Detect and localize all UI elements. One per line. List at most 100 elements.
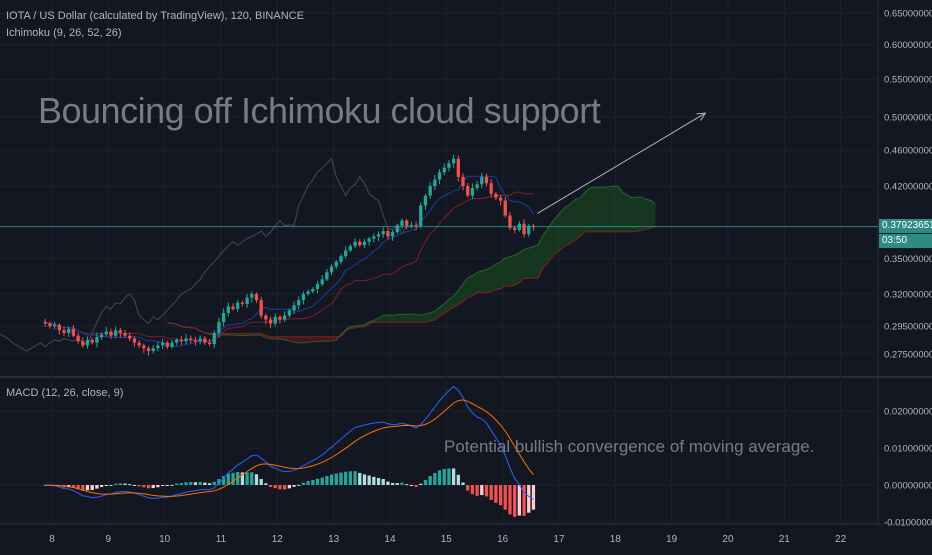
price-axis-label: 0.29500000 — [884, 322, 932, 333]
candle-body — [161, 343, 164, 346]
macd-histogram-bar — [316, 479, 319, 485]
candle-body — [508, 216, 511, 228]
macd-histogram-bar — [161, 485, 164, 486]
candle-body — [485, 177, 488, 184]
candle-body — [180, 340, 183, 341]
macd-histogram-bar — [353, 471, 356, 485]
time-axis-label: 16 — [497, 534, 509, 545]
cloud-segment — [496, 262, 501, 290]
candle-body — [175, 340, 178, 343]
time-axis-label: 10 — [159, 534, 171, 545]
time-axis-label: 11 — [216, 534, 227, 545]
macd-histogram-bar — [452, 468, 455, 485]
candle-body — [278, 317, 281, 320]
time-axis-label: 22 — [835, 534, 847, 545]
candle-body — [353, 242, 356, 246]
macd-histogram-bar — [180, 483, 183, 485]
macd-histogram-bar — [339, 473, 342, 485]
cloud-segment — [641, 197, 646, 230]
price-axis-label: 0.65000000 — [884, 9, 932, 20]
candle-body — [302, 294, 305, 300]
candle-body — [339, 256, 342, 262]
cloud-segment — [519, 250, 524, 283]
macd-histogram-bar — [288, 485, 291, 488]
annotation-macd: Potential bullish convergence of moving … — [444, 437, 814, 457]
candle-body — [91, 340, 94, 343]
cloud-segment — [407, 314, 412, 322]
macd-histogram-bar — [485, 485, 488, 496]
candle-body — [316, 284, 319, 289]
candle-body — [292, 305, 295, 310]
price-axis-label: 0.60000000 — [884, 40, 932, 51]
candle-body — [166, 343, 169, 347]
macd-histogram-bar — [414, 485, 417, 487]
macd-histogram-bar — [518, 485, 521, 516]
cloud-segment — [651, 200, 656, 227]
price-axis-label: 0.55000000 — [884, 75, 932, 86]
time-axis-label: 13 — [328, 534, 340, 545]
time-axis-label: 20 — [722, 534, 734, 545]
macd-histogram-bar — [199, 482, 202, 485]
macd-histogram-bar — [100, 485, 103, 487]
macd-axis-label: 0.02000000 — [884, 407, 932, 418]
macd-histogram-bar — [213, 482, 216, 485]
candle-body — [152, 348, 155, 351]
candle-body — [372, 236, 375, 238]
macd-histogram-bar — [306, 481, 309, 485]
ichimoku-legend[interactable]: Ichimoku (9, 26, 52, 26) — [6, 26, 122, 40]
macd-histogram-bar — [490, 485, 493, 500]
cloud-segment — [411, 314, 416, 322]
macd-histogram-bar — [405, 484, 408, 485]
candle-body — [344, 251, 347, 257]
cloud-segment — [505, 257, 510, 287]
candle-body — [119, 330, 122, 333]
macd-histogram-bar — [91, 485, 94, 490]
cloud-segment — [623, 192, 628, 232]
candle-body — [490, 183, 493, 193]
candle-body — [142, 345, 145, 348]
symbol-title[interactable]: IOTA / US Dollar (calculated by TradingV… — [6, 9, 304, 23]
candle-body — [105, 332, 108, 335]
candle-body — [419, 205, 422, 225]
macd-histogram-bar — [156, 485, 159, 487]
macd-histogram-bar — [522, 485, 525, 516]
candle-body — [367, 239, 370, 242]
candle-body — [522, 224, 525, 235]
candle-body — [433, 180, 436, 187]
candle-body — [447, 163, 450, 167]
macd-histogram-bar — [344, 472, 347, 485]
cloud-segment — [613, 186, 618, 232]
macd-histogram-bar — [438, 470, 441, 485]
time-axis-label: 19 — [666, 534, 678, 545]
candle-body — [147, 348, 150, 351]
candle-body — [429, 186, 432, 196]
candle-body — [457, 159, 460, 177]
cloud-segment — [646, 199, 651, 230]
macd-histogram-bar — [433, 473, 436, 485]
macd-histogram-bar — [410, 485, 413, 486]
time-axis-label: 15 — [441, 534, 453, 545]
candle-body — [386, 231, 389, 236]
macd-histogram-bar — [189, 482, 192, 485]
cloud-segment — [388, 315, 393, 322]
macd-histogram-bar — [377, 478, 380, 485]
macd-histogram-bar — [457, 475, 460, 485]
candle-body — [330, 266, 333, 272]
candle-body — [297, 300, 300, 305]
cloud-segment — [393, 315, 398, 323]
cloud-segment — [562, 206, 567, 248]
macd-histogram-bar — [175, 484, 178, 485]
candle-body — [227, 307, 230, 313]
macd-histogram-bar — [330, 475, 333, 485]
candle-body — [405, 221, 408, 226]
candle-body — [358, 242, 361, 245]
macd-histogram-bar — [105, 485, 108, 486]
candle-body — [377, 234, 380, 236]
macd-histogram-bar — [372, 477, 375, 485]
macd-histogram-bar — [292, 485, 295, 487]
macd-legend[interactable]: MACD (12, 26, close, 9) — [6, 386, 123, 400]
candle-body — [471, 188, 474, 196]
candle-body — [156, 345, 159, 348]
cloud-segment — [533, 245, 538, 278]
